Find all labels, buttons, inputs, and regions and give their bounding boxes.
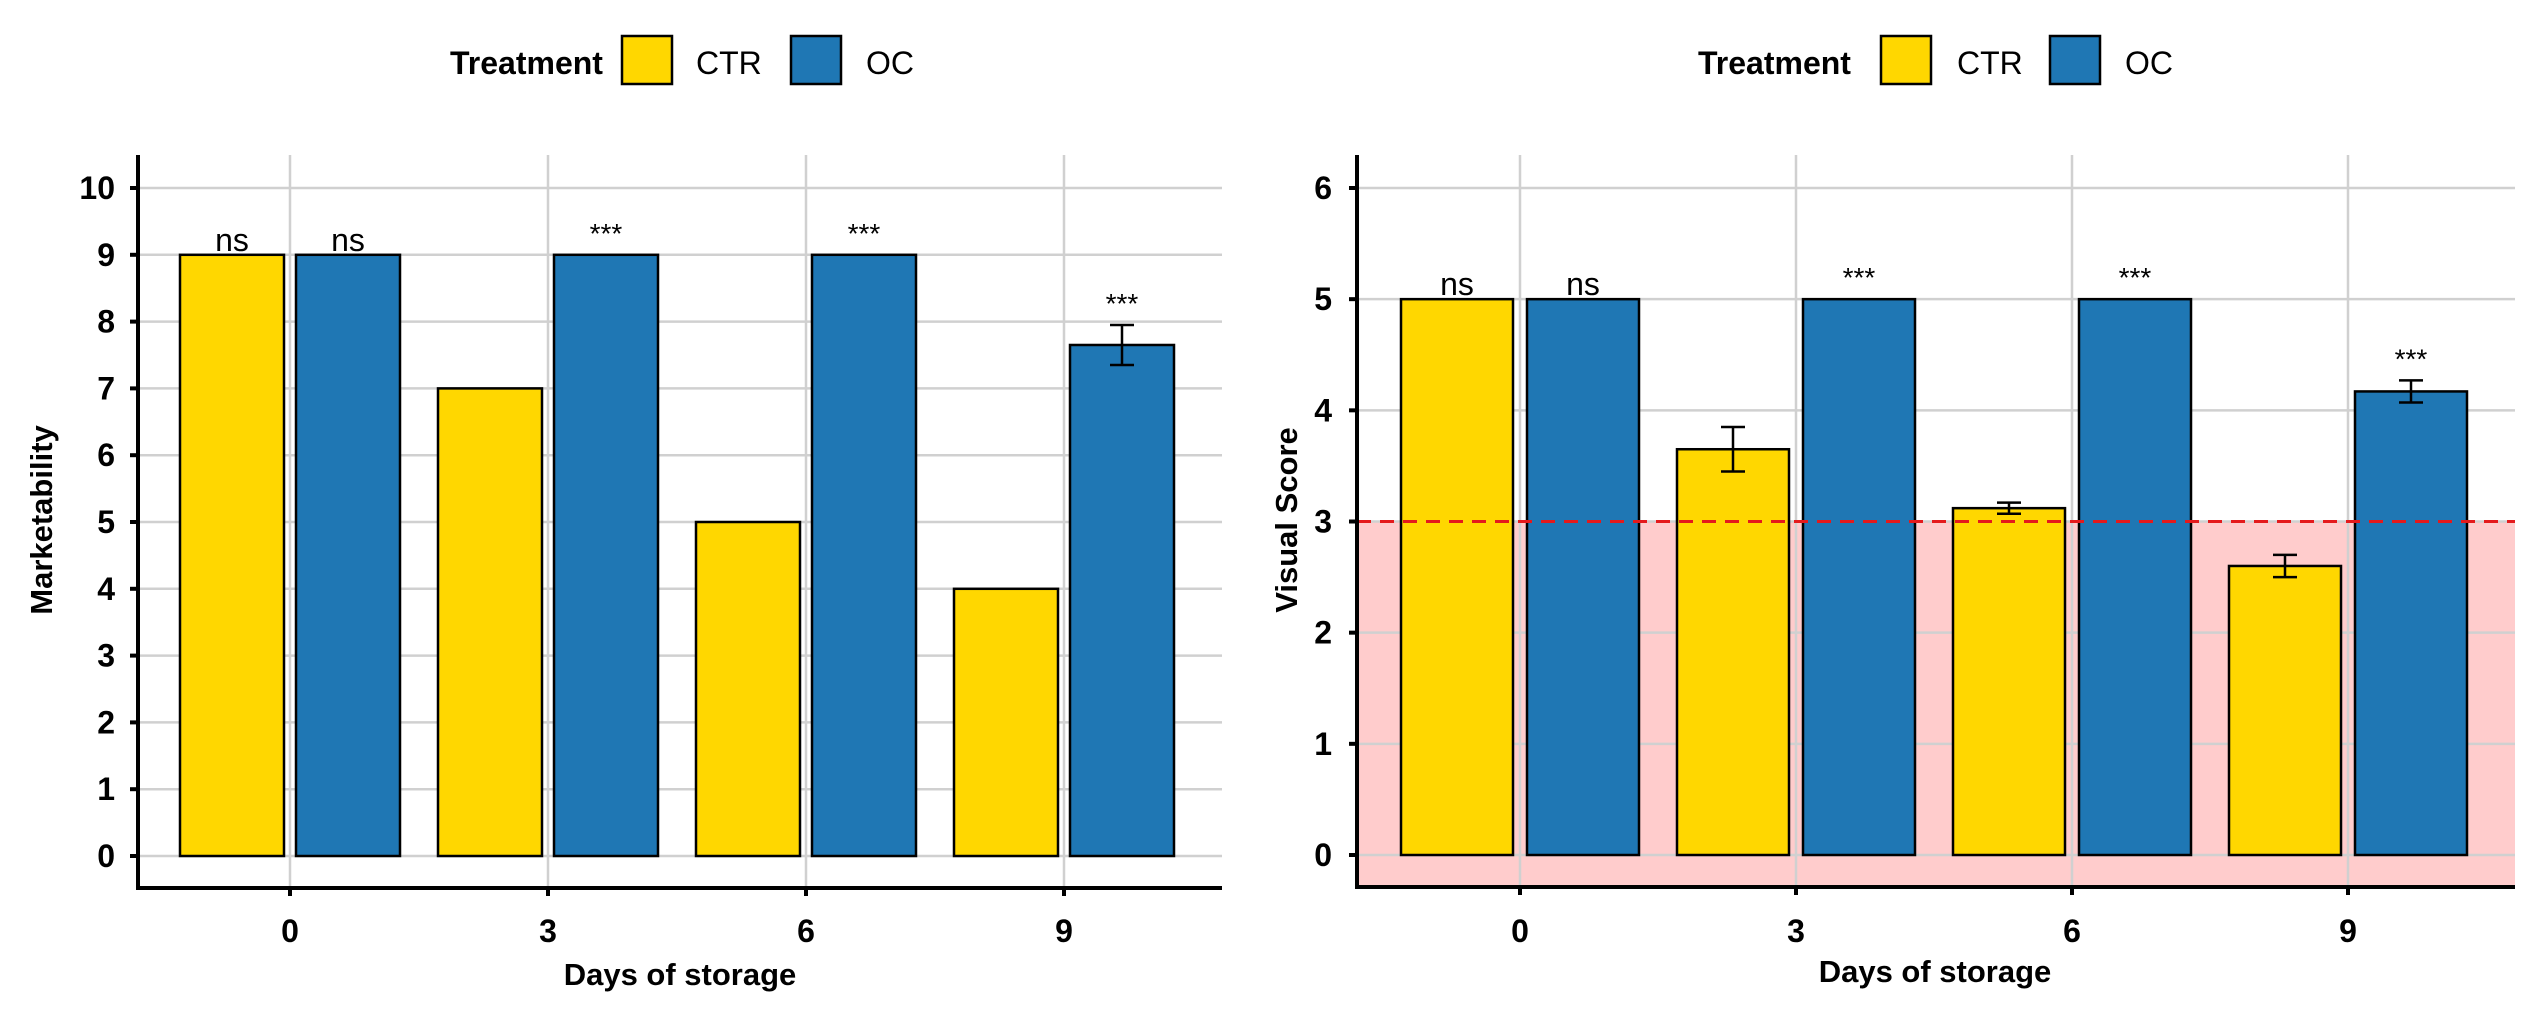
significance-label: ns <box>1566 266 1600 302</box>
x-tick-label: 9 <box>1055 913 1073 949</box>
y-tick-label: 1 <box>97 771 115 807</box>
y-tick-label: 5 <box>97 504 115 540</box>
legend-title: Treatment <box>450 45 603 81</box>
y-tick-label: 3 <box>1314 504 1332 540</box>
bar-ctr-3 <box>1675 447 1791 857</box>
x-tick-label: 3 <box>1787 913 1805 949</box>
bar-ctr-3 <box>436 387 544 858</box>
y-tick-label: 2 <box>97 704 115 740</box>
significance-label: ns <box>1440 266 1474 302</box>
chart-visual-score: 0 1 2 3 4 5 6 0 3 6 9 ns ns *** *** *** Days of storage V… <box>1269 155 2515 989</box>
bar-ctr-6 <box>1951 506 2067 857</box>
legend-label-oc: OC <box>866 45 914 81</box>
bar-ctr-6 <box>694 520 802 858</box>
y-tick-label: 4 <box>1314 392 1332 428</box>
significance-label: *** <box>1843 262 1876 293</box>
legend-swatch-ctr <box>1879 34 1933 86</box>
bar-oc-3 <box>1801 297 1917 857</box>
legend-label-ctr: CTR <box>1957 45 2023 81</box>
bar-ctr-0 <box>178 253 286 858</box>
x-tick-label: 6 <box>2063 913 2081 949</box>
significance-label: ns <box>331 222 365 258</box>
x-axis-title: Days of storage <box>564 957 797 992</box>
significance-label: *** <box>590 218 623 249</box>
legend-swatch-oc <box>789 34 843 86</box>
y-tick-label: 10 <box>79 170 115 206</box>
significance-label: *** <box>2119 262 2152 293</box>
y-tick-label: 7 <box>97 370 115 406</box>
y-axis-title: Visual Score <box>1269 427 1304 613</box>
bar-oc-0 <box>1525 297 1641 857</box>
x-axis-title: Days of storage <box>1819 954 2052 989</box>
bar-oc-6 <box>810 253 918 858</box>
legend-label-oc: OC <box>2125 45 2173 81</box>
bar-oc-3 <box>552 253 660 858</box>
legend-swatch-oc <box>2048 34 2102 86</box>
significance-label: *** <box>1106 288 1139 319</box>
legend-swatch-ctr <box>620 34 674 86</box>
legend-right: Treatment CTR OC <box>1698 34 2173 86</box>
bar-ctr-9 <box>2227 564 2343 857</box>
y-tick-label: 8 <box>97 304 115 340</box>
bar-oc-0 <box>294 253 402 858</box>
y-tick-label: 0 <box>97 838 115 874</box>
legend-left: Treatment CTR OC <box>450 34 914 86</box>
x-tick-label: 0 <box>281 913 299 949</box>
x-tick-label: 6 <box>797 913 815 949</box>
bar-oc-9 <box>1068 343 1176 858</box>
bar-ctr-0 <box>1399 297 1515 857</box>
significance-label: ns <box>215 222 249 258</box>
x-tick-label: 0 <box>1511 913 1529 949</box>
y-tick-label: 0 <box>1314 837 1332 873</box>
bar-ctr-9 <box>952 587 1060 858</box>
significance-label: *** <box>848 218 881 249</box>
y-axis-title: Marketability <box>24 424 59 614</box>
bar-oc-6 <box>2077 297 2193 857</box>
y-tick-label: 1 <box>1314 726 1332 762</box>
x-tick-label: 3 <box>539 913 557 949</box>
legend-title: Treatment <box>1698 45 1851 81</box>
y-tick-label: 3 <box>97 638 115 674</box>
y-tick-label: 6 <box>1314 170 1332 206</box>
y-tick-label: 9 <box>97 237 115 273</box>
bar-oc-9 <box>2353 390 2469 857</box>
x-tick-label: 9 <box>2339 913 2357 949</box>
y-tick-label: 2 <box>1314 615 1332 651</box>
legend-label-ctr: CTR <box>696 45 762 81</box>
chart-marketability: 0 1 2 3 4 5 6 7 8 9 10 0 3 6 9 ns ns *** *** *** Days of sto… <box>24 155 1222 992</box>
y-tick-label: 6 <box>97 437 115 473</box>
y-tick-label: 5 <box>1314 281 1332 317</box>
significance-label: *** <box>2395 343 2428 374</box>
y-tick-label: 4 <box>97 571 115 607</box>
